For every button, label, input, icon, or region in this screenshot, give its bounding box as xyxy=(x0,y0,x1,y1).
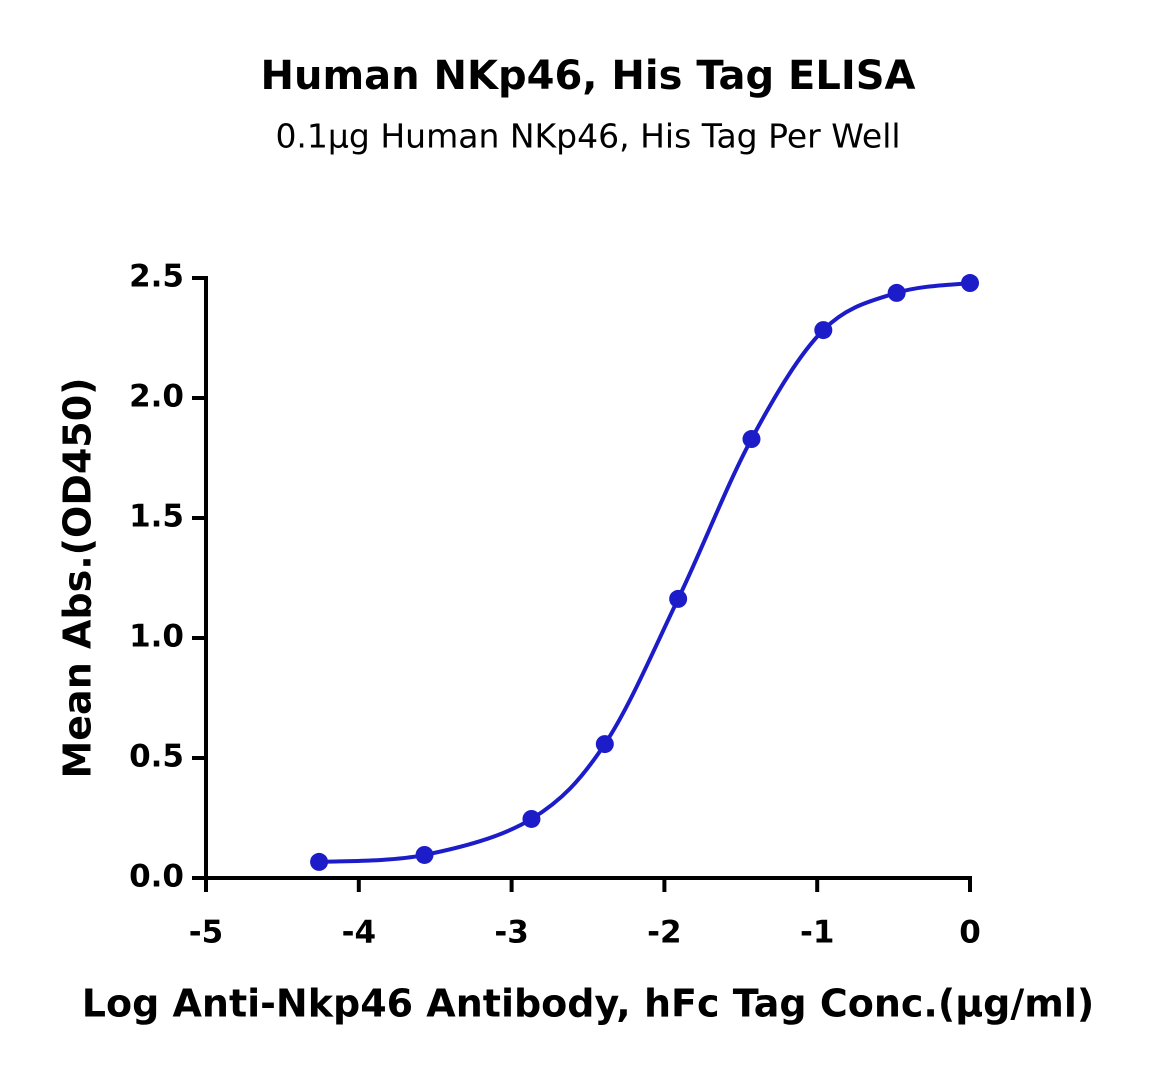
y-tick-label: 1.0 xyxy=(129,619,184,655)
chart-subtitle: 0.1μg Human NKp46, His Tag Per Well xyxy=(275,117,900,156)
x-tick-label: 0 xyxy=(959,915,981,951)
x-axis-label: Log Anti-Nkp46 Antibody, hFc Tag Conc.(μ… xyxy=(82,982,1094,1026)
data-point xyxy=(595,735,614,754)
data-point xyxy=(887,283,906,302)
x-tick-label: -2 xyxy=(647,915,681,951)
y-tick-label: 2.5 xyxy=(129,259,184,295)
chart-title: Human NKp46, His Tag ELISA xyxy=(261,53,916,99)
y-tick-label: 0.0 xyxy=(129,859,184,895)
y-tick-label: 0.5 xyxy=(129,739,184,775)
y-tick-label: 2.0 xyxy=(129,379,184,415)
data-point xyxy=(814,321,833,340)
data-point xyxy=(415,845,434,864)
x-tick-label: -5 xyxy=(189,915,223,951)
x-tick-label: -4 xyxy=(342,915,376,951)
x-tick-label: -1 xyxy=(800,915,834,951)
data-point xyxy=(669,589,688,608)
y-axis-label: Mean Abs.(OD450) xyxy=(56,377,100,778)
fit-curve xyxy=(318,281,971,864)
data-point xyxy=(522,809,541,828)
y-tick-label: 1.5 xyxy=(129,499,184,535)
data-point xyxy=(742,430,761,449)
data-point xyxy=(961,274,979,293)
data-point xyxy=(310,852,329,871)
x-tick-label: -3 xyxy=(494,915,528,951)
